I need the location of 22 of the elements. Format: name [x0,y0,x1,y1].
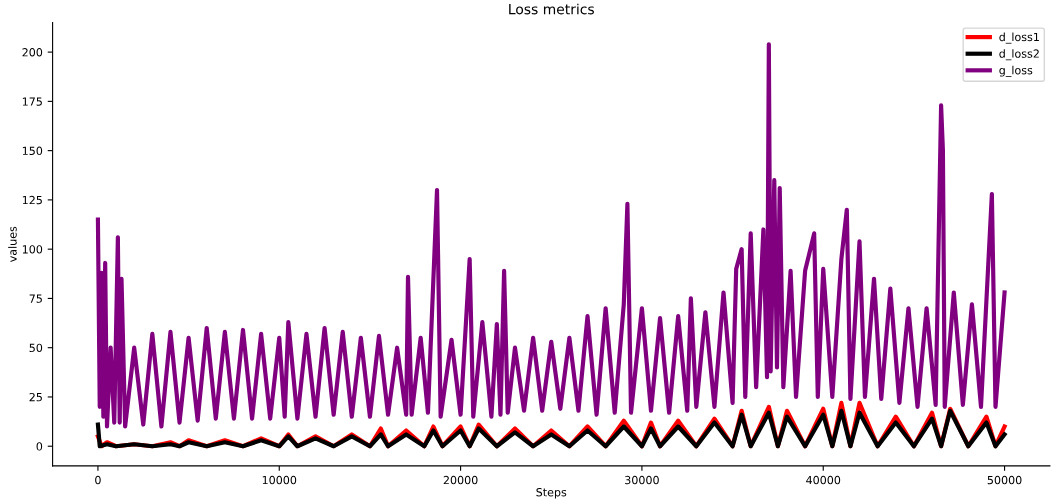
y-tick-label: 100 [22,245,43,254]
y-axis-title: values [8,226,17,262]
y-tick-label: 150 [22,146,43,156]
x-axis-title: Steps [536,487,567,499]
chart-title: Loss metrics [509,3,594,15]
y-tick-label: 25 [29,392,42,402]
y-tick-label: 50 [29,343,43,353]
y-tick-label: 0 [36,442,43,451]
x-tick-label: 40000 [806,475,841,485]
x-tick-label: 50000 [987,475,1022,485]
line-series [95,408,1007,449]
x-tick-label: 0 [95,475,101,485]
y-tick-label: 175 [22,97,42,106]
x-tick-label: 30000 [625,475,659,485]
x-tick-label: 10000 [262,475,297,485]
legend-label: d_loss2 [999,49,1039,61]
legend-label: g_loss [999,65,1033,77]
y-tick-label: 200 [22,48,43,57]
y-tick-label: 75 [29,294,42,303]
legend-label: d_loss1 [999,32,1039,44]
y-tick-label: 125 [22,195,42,205]
x-tick-label: 20000 [443,475,478,485]
